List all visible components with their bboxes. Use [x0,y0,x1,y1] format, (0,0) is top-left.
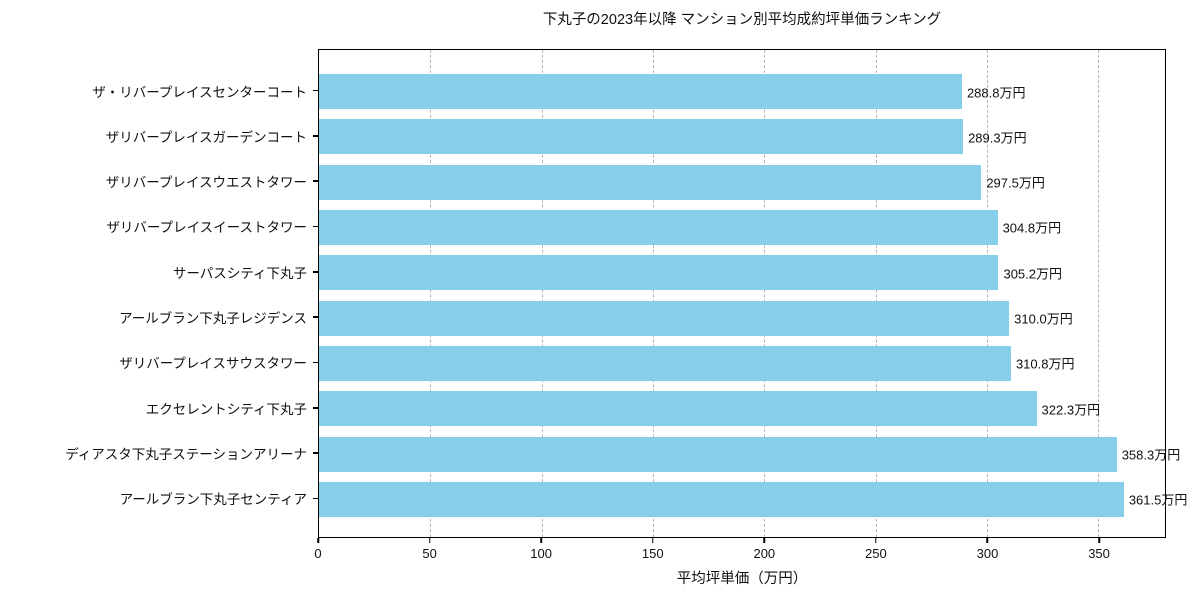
x-tick-mark [875,538,877,543]
y-axis-labels: ザ・リバープレイスセンターコートザリバープレイスガーデンコート ザリバープレイスウ… [0,49,318,538]
x-tick-mark [986,538,989,543]
bar [319,391,1037,427]
bar-value-label: 305.2万円 [1003,266,1063,282]
x-tick-label: 350 [1088,546,1110,561]
y-tick-mark [313,135,318,137]
y-tick-label: ザリバープレイスサウスタワー [119,356,307,372]
y-tick-label: エクセレントシティ下丸子 [145,401,307,417]
x-tick-mark [763,538,766,543]
bar-value-label: 358.3万円 [1121,447,1181,463]
gridline [652,50,654,537]
y-tick-mark [313,316,318,318]
plot-area: 288.8万円 289.3万円 297.5万円 304.8万円 305.2万円 310.0… [318,49,1187,538]
y-tick-mark [313,180,318,182]
bar [319,481,1124,517]
y-tick-mark [313,271,318,273]
y-tick-label: ディアスタ下丸子ステーションアリーナ [65,447,307,463]
gridline [430,50,432,537]
x-tick-label: 0 [314,546,322,561]
x-tick-label: 300 [976,546,999,561]
gridline [986,50,988,537]
x-tick-mark [428,538,431,543]
y-tick-label: サーパスシティ下丸子 [172,265,307,281]
bar-value-label: 289.3万円 [968,130,1027,146]
bar [319,119,964,155]
y-tick-label: ザ・リバープレイスセンターコート [92,84,307,100]
y-tick-mark [313,497,318,500]
y-tick-mark [313,452,318,454]
y-tick-label: ザリバープレイスガーデンコート [105,129,307,145]
y-tick-mark [313,361,318,364]
bar-value-label: 288.8万円 [966,85,1026,100]
x-tick-mark [317,538,319,543]
y-tick-label: アールブラン下丸子センティア [119,492,307,508]
x-tick-mark [1098,538,1100,543]
bar [319,255,999,291]
x-tick-mark [651,538,654,543]
x-axis: 0 50 100 150 200 250 300 350 [314,538,1166,570]
bar-value-label: 322.3万円 [1041,402,1101,418]
gridline [1098,50,1100,537]
gridline [875,50,877,537]
y-tick-label: ザリバープレイスイーストタワー [106,220,307,236]
bar [319,209,998,245]
bar [319,164,982,200]
y-tick-mark [313,89,318,92]
x-axis-title: 平均坪単価（万円） [676,571,808,587]
y-tick-mark [313,225,318,228]
y-tick-mark [313,407,318,409]
x-tick-label: 200 [753,546,776,561]
x-tick-label: 100 [530,546,553,561]
bar-value-label: 361.5万円 [1128,492,1188,508]
bar-value-label: 310.0万円 [1014,311,1073,327]
bar [319,300,1010,336]
x-tick-label: 250 [865,546,887,561]
bar [319,345,1011,381]
x-tick-label: 50 [422,546,437,561]
bar-value-label: 310.8万円 [1015,356,1075,372]
bar-value-label: 304.8万円 [1002,220,1062,236]
x-tick-mark [540,538,542,543]
bar-value-label: 297.5万円 [986,175,1045,191]
bar [319,436,1117,472]
y-tick-label: アールブラン下丸子レジデンス [119,311,307,327]
y-tick-label: ザリバープレイスウエストタワー [105,175,307,191]
bar [319,74,962,109]
gridline [764,50,766,537]
chart-title: 下丸子の2023年以降 マンション別平均成約坪単価ランキング [542,12,942,28]
gridline [541,50,543,537]
x-tick-label: 150 [641,546,664,561]
